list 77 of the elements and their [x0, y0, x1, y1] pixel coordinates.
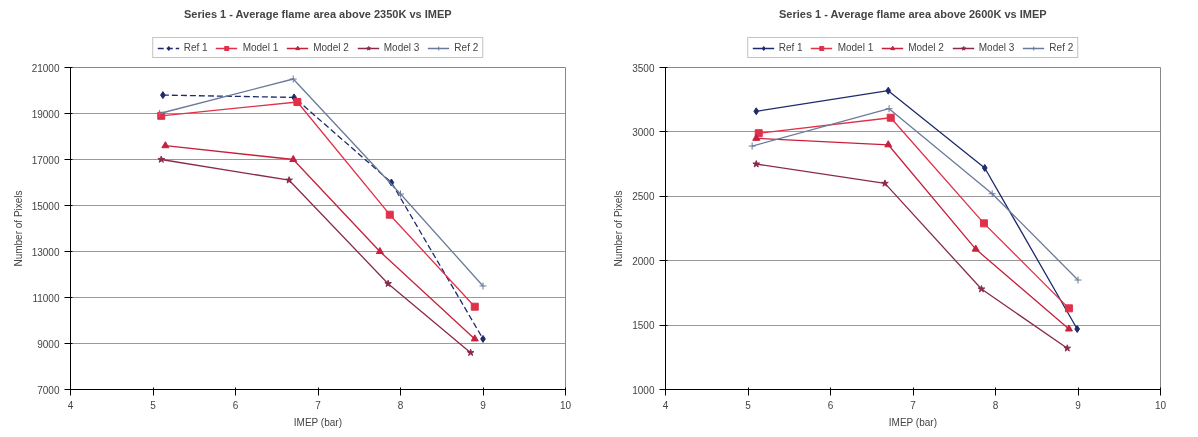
y-tick-label: 1000: [632, 384, 655, 396]
y-tick-label: 21000: [31, 62, 60, 74]
x-tick-label: 9: [480, 399, 487, 411]
x-tick-label: 5: [150, 399, 157, 411]
point: [157, 155, 166, 163]
point: [375, 246, 384, 255]
x-tick-label: 8: [397, 399, 404, 411]
point: [752, 160, 761, 168]
point: [470, 334, 479, 342]
point: [396, 190, 405, 198]
point: [161, 141, 170, 149]
y-tick-label: 9000: [37, 338, 60, 350]
legend-label: Ref 1: [183, 42, 208, 53]
point: [977, 285, 986, 293]
point: [971, 244, 980, 252]
legend-label: Model 2: [908, 42, 944, 53]
point: [753, 107, 760, 116]
y-tick-label: 11000: [32, 292, 60, 304]
y-tick-label: 7000: [37, 384, 60, 396]
legend-label: Model 2: [313, 42, 349, 53]
point: [385, 210, 394, 219]
x-tick-label: 5: [745, 399, 752, 411]
y-tick-label: 3500: [632, 62, 655, 74]
legend-label: Model 3: [978, 42, 1015, 53]
point: [1063, 344, 1072, 352]
point: [979, 219, 988, 228]
point: [988, 189, 997, 198]
point: [384, 279, 392, 288]
x-tick-label: 8: [992, 399, 999, 411]
legend-label: Model 1: [837, 42, 874, 53]
legend-label: Model 1: [242, 42, 279, 53]
point: [466, 348, 475, 357]
point: [293, 98, 302, 106]
y-tick-label: 2500: [632, 191, 655, 203]
y-tick-label: 15000: [31, 200, 60, 212]
point: [285, 176, 293, 184]
legend-label: Ref 1: [778, 42, 803, 53]
x-tick-label: 10: [1154, 399, 1167, 411]
y-axis-title: Number of Pixels: [12, 190, 24, 267]
chart-title: Series 1 - Average flame area above 2350K vs IMEP: [183, 7, 452, 20]
legend-label: Ref 2: [1049, 42, 1074, 53]
point: [748, 142, 757, 151]
y-tick-label: 2000: [632, 255, 655, 267]
legend-label: Model 3: [383, 42, 420, 53]
point: [885, 86, 892, 95]
point: [470, 302, 479, 311]
legend-label: Ref 2: [454, 42, 479, 53]
point: [885, 104, 894, 113]
point: [1074, 276, 1082, 285]
x-tick-label: 6: [232, 399, 239, 411]
y-tick-label: 1500: [632, 320, 655, 332]
chart-title: Series 1 - Average flame area above 2600K vs IMEP: [778, 7, 1047, 20]
point: [1064, 304, 1073, 313]
y-tick-label: 19000: [31, 108, 60, 120]
point: [886, 113, 895, 122]
x-tick-label: 7: [910, 399, 917, 411]
point: [289, 154, 298, 163]
x-tick-label: 4: [662, 399, 669, 411]
x-tick-label: 6: [827, 399, 834, 411]
y-axis-title: Number of Pixels: [613, 190, 625, 267]
y-tick-label: 13000: [31, 246, 60, 258]
x-axis-title: IMEP (bar): [888, 416, 937, 428]
y-tick-label: 17000: [31, 154, 60, 166]
x-tick-label: 10: [559, 399, 572, 411]
x-tick-label: 7: [315, 399, 322, 411]
x-tick-label: 9: [1075, 399, 1082, 411]
x-tick-label: 4: [67, 399, 74, 411]
x-axis-title: IMEP (bar): [293, 416, 342, 428]
point: [1074, 324, 1081, 333]
point: [981, 163, 988, 172]
point: [479, 282, 487, 290]
y-tick-label: 3000: [632, 126, 655, 138]
point: [1064, 324, 1073, 332]
point: [884, 140, 893, 148]
point: [752, 133, 761, 141]
point: [289, 75, 298, 83]
point: [881, 179, 889, 187]
